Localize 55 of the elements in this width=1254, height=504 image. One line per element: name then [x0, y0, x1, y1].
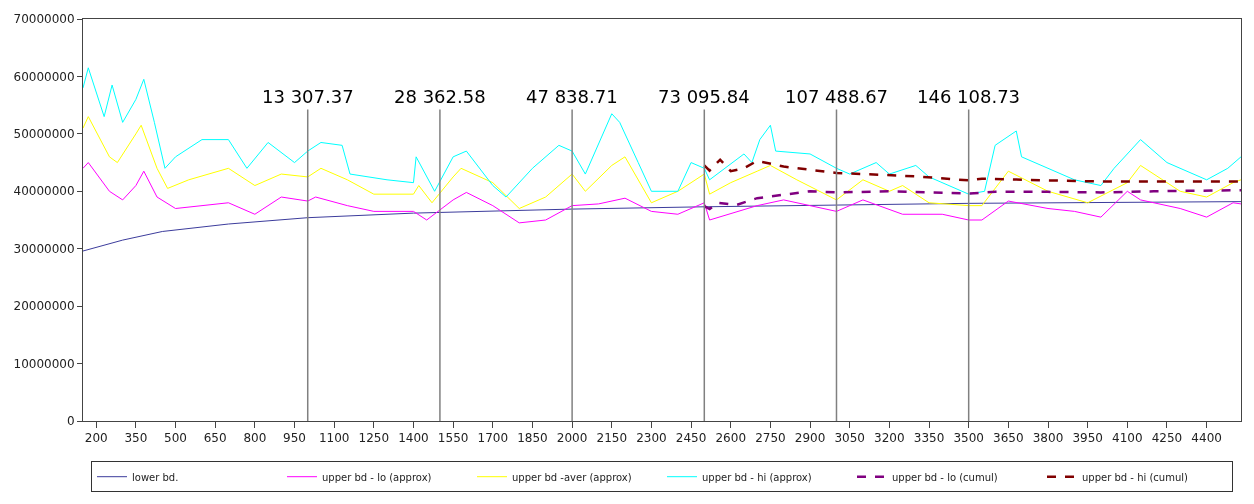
annotation: 107 488.67 [785, 86, 889, 107]
y-tick-label: 40000000 [13, 184, 75, 199]
y-tick-label: 10000000 [13, 356, 75, 371]
legend-label: upper bd -aver (approx) [512, 471, 632, 483]
legend-label: upper bd - lo (cumul) [892, 471, 998, 483]
annotation: 28 362.58 [394, 86, 486, 107]
line-series [83, 162, 1241, 224]
line-series [83, 116, 1241, 210]
line-series [703, 188, 1241, 211]
legend-label: upper bd - lo (approx) [322, 471, 432, 483]
y-tick-label: 0 [66, 414, 75, 429]
annotation: 73 095.84 [658, 86, 750, 107]
x-tick-label: 1400 [398, 431, 429, 446]
annotation: 13 307.37 [262, 86, 354, 107]
legend-label: upper bd - hi (cumul) [1082, 471, 1189, 483]
x-tick-label: 350 [124, 431, 148, 446]
x-tick-label: 2450 [675, 431, 707, 446]
legend-label: lower bd. [132, 471, 179, 483]
x-tick-label: 800 [243, 431, 267, 446]
x-tick-label: 3200 [874, 431, 905, 446]
x-tick-label: 4100 [1112, 431, 1143, 446]
line-series [703, 158, 1241, 183]
x-tick-label: 1250 [358, 431, 390, 446]
x-tick-label: 3950 [1072, 431, 1103, 446]
x-tick-label: 200 [84, 431, 108, 446]
annotation: 146 108.73 [917, 86, 1021, 107]
x-tick-label: 2300 [636, 431, 667, 446]
line-series [83, 67, 1241, 198]
x-tick-label: 1100 [318, 431, 350, 446]
x-tick-label: 2600 [715, 431, 747, 446]
x-tick-label: 3050 [834, 431, 865, 446]
x-tick-label: 650 [203, 431, 227, 446]
x-tick-label: 1550 [437, 431, 469, 446]
x-tick-label: 3650 [993, 431, 1024, 446]
y-tick-label: 20000000 [13, 299, 75, 314]
y-tick-label: 60000000 [13, 69, 75, 84]
x-tick-label: 2150 [596, 431, 628, 446]
x-tick-label: 500 [164, 431, 187, 446]
x-tick-label: 3350 [913, 431, 945, 446]
x-tick-label: 1700 [477, 431, 509, 446]
y-tick-label: 30000000 [13, 241, 75, 256]
legend-label: upper bd - hi (approx) [702, 471, 812, 483]
x-tick-label: 3500 [953, 431, 984, 446]
x-tick-label: 2000 [556, 431, 588, 446]
x-tick-label: 2750 [755, 431, 786, 446]
x-tick-label: 3800 [1032, 431, 1064, 446]
x-tick-label: 950 [283, 431, 306, 446]
x-tick-label: 4400 [1191, 431, 1222, 446]
x-tick-label: 2900 [794, 431, 826, 446]
line-series [83, 201, 1241, 252]
x-tick-label: 1850 [517, 431, 548, 446]
annotation: 47 838.71 [526, 86, 618, 107]
x-tick-label: 4250 [1151, 431, 1183, 446]
y-tick-label: 70000000 [13, 12, 75, 27]
y-tick-label: 50000000 [13, 127, 75, 142]
